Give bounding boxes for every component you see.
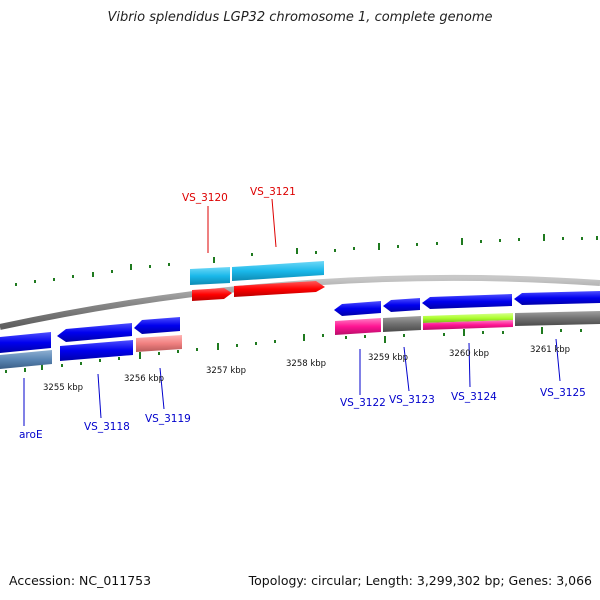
leader-vs3123 [403,346,410,392]
feature-product-vs3124-b [423,320,513,330]
feature-gene-vs3120 [192,288,232,301]
map-title: Vibrio splendidus LGP32 chromosome 1, co… [107,10,493,25]
outer-tick-marks [15,234,598,286]
feature-gene-vs3122 [334,301,381,316]
feature-gene-vs3121 [234,281,325,297]
label-vs3121: VS_3121 [250,186,296,198]
scale-labels: 3255 kbp 3256 kbp 3257 kbp 3258 kbp 3259… [43,345,570,393]
scale-label-3258: 3258 kbp [286,359,326,369]
feature-gene-vs3125 [514,291,600,305]
feature-gene-vs3123 [383,298,420,312]
feature-product-vs3121 [232,261,324,281]
label-vs3119: VS_3119 [145,413,191,425]
scale-label-3260: 3260 kbp [449,349,489,359]
feature-product-vs3122 [335,318,381,335]
forward-features[interactable] [190,261,325,301]
leader-vs3124 [468,342,471,388]
feature-gene-vs3119 [134,317,180,334]
reverse-features[interactable] [0,291,600,369]
scale-label-3259: 3259 kbp [368,353,408,363]
leader-vs3121 [271,198,277,248]
scale-label-3261: 3261 kbp [530,345,570,355]
feature-product-vs3124-a [423,313,513,323]
leader-vs3118 [97,373,102,419]
feature-product-vs3119 [136,335,182,352]
label-vs3123: VS_3123 [389,394,435,406]
label-vs3122: VS_3122 [340,397,386,409]
feature-gene-vs3118 [57,323,132,342]
accession-text: Accession: NC_011753 [9,573,152,588]
label-vs3120: VS_3120 [182,192,228,204]
feature-gene-vs3124 [422,294,512,309]
scale-label-3255: 3255 kbp [43,383,83,393]
label-leader-lines [23,198,561,426]
scale-label-3257: 3257 kbp [206,366,246,376]
label-vs3124: VS_3124 [451,391,497,403]
leader-vs3119 [159,367,165,410]
feature-gene-aroe [0,332,51,353]
label-aroe: aroE [19,429,43,441]
feature-product-vs3120 [190,267,230,285]
genome-summary-text: Topology: circular; Length: 3,299,302 bp… [248,573,592,588]
inner-tick-marks [5,327,582,373]
feature-product-vs3123 [383,316,421,332]
label-vs3118: VS_3118 [84,421,130,433]
gene-labels: VS_3120 VS_3121 aroE VS_3118 VS_3119 VS_… [19,186,586,441]
scale-label-3256: 3256 kbp [124,374,164,384]
feature-product-vs3118 [60,340,133,361]
feature-product-vs3125 [515,311,600,326]
feature-product-aroe [0,350,52,369]
label-vs3125: VS_3125 [540,387,586,399]
leader-vs3125 [555,338,561,382]
